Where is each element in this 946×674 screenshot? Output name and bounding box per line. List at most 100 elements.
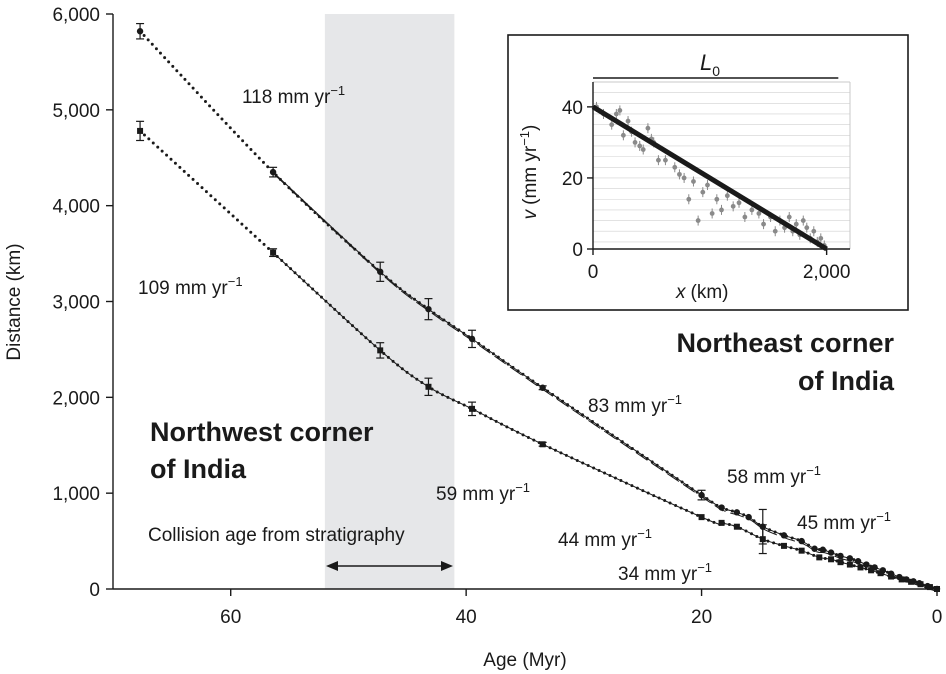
northeast-label-line1: Northeast corner [676,328,894,358]
inset-data-point [742,214,748,220]
data-point-circle [819,546,827,553]
data-point-circle [863,561,870,568]
x-tick-label: 20 [691,607,712,628]
inset-data-point [656,157,661,163]
rate-label: 34 mm yr−1 [618,560,712,585]
rate-label: 44 mm yr−1 [558,526,652,551]
y-tick-label: 6,000 [52,5,100,26]
x-tick-label: 0 [932,607,943,628]
data-point-circle [827,549,835,556]
inset-data-point [709,211,715,216]
data-point-square [837,559,844,566]
inset-data-point [736,200,742,206]
data-point-circle [425,305,432,313]
y-tick-label: 4,000 [52,197,100,218]
data-point-square [877,570,884,577]
data-point-square [846,561,853,568]
data-point-circle [837,552,844,560]
northeast-label-line2: of India [798,366,895,396]
data-point-square [816,554,823,561]
data-point-square [733,523,740,530]
inset-x-tick-label: 0 [588,262,599,283]
data-point-square [137,127,144,134]
data-point-circle [780,532,788,539]
data-point-square [759,536,766,543]
inset-x-axis-title: x (km) [675,282,728,303]
inset-data-point [640,147,646,152]
data-point-square [888,573,895,580]
inset-data-point [761,221,766,227]
inset-data-point [672,164,678,170]
inset-data-point [617,108,623,113]
rate-label: 58 mm yr−1 [727,463,821,488]
inset-data-point [695,218,701,223]
data-point-square [917,581,924,588]
x-tick-label: 60 [220,607,241,628]
data-points [136,22,941,593]
data-point-circle [903,576,910,583]
y-axis-title: Distance (km) [4,243,25,360]
data-point-circle [468,335,476,343]
inset-data-point [756,211,762,216]
inset-frame [507,34,909,311]
inset-data-point [800,218,806,223]
inset-data-point [645,125,651,131]
data-point-circle [269,168,277,176]
rate-label: 59 mm yr−1 [436,480,530,505]
inset-data-point [772,228,778,234]
inset-data-point [714,196,720,202]
x-tick-label: 40 [456,607,477,628]
collision-age-label: Collision age from stratigraphy [148,525,405,546]
inset-data-point [677,171,682,177]
data-point-square [377,347,384,354]
data-point-square [780,542,787,549]
x-axis-title: Age (Myr) [483,650,566,671]
data-point-circle [745,513,752,521]
data-point-square [270,249,277,256]
data-point-circle [539,384,546,391]
inset-data-point [663,157,668,163]
inset-data-point [620,132,626,138]
inset-data-point [625,118,631,124]
data-point-circle [136,28,144,35]
double-headed-arrow-icon [326,561,453,571]
inset-x-tick-label: 2,000 [803,262,851,283]
data-point-square [469,405,476,412]
inset-fit-line [591,104,828,252]
y-tick-label: 3,000 [52,293,100,314]
data-point-square [425,383,432,390]
axis-ticks: 0 1,000 2,000 3,000 4,000 5,000 6,000 60 40 20 0 [52,5,942,628]
rate-label: 118 mm yr−1 [242,83,345,108]
data-point-square [828,556,835,563]
inset-data-point [609,122,615,128]
inset-data-point [749,207,755,213]
inset-y-tick-label: 20 [562,169,583,190]
data-point-square [868,567,875,574]
y-tick-label: 2,000 [52,388,100,409]
inset-data-point [613,111,619,117]
inset-data-point [681,175,687,181]
rate-label: 109 mm yr−1 [138,274,243,299]
y-tick-label: 1,000 [52,484,100,505]
inset-velocity-plot: 0 20 40 0 2,000 L0 x (km) v(mm yr−1) [507,34,909,311]
northwest-label-line1: Northwest corner [150,417,374,447]
inset-y-tick-label: 40 [562,98,583,119]
data-point-square [857,564,864,571]
inset-data-point [730,203,736,209]
data-point-circle [718,504,725,511]
data-point-square [539,441,546,448]
inset-data-point [811,228,817,234]
inset-data-point [686,196,692,202]
data-point-square [698,514,705,521]
data-point-circle [698,491,705,499]
data-point-circle [377,268,384,275]
rate-label: 83 mm yr−1 [588,392,682,417]
l0-label: L0 [700,50,720,79]
inset-data-point [719,207,724,213]
inset-axis-ticks: 0 20 40 0 2,000 [562,98,851,283]
data-point-circle [811,545,818,552]
inset-data-point [818,235,824,241]
dashed-fit-curve [274,174,940,593]
rate-label: 45 mm yr−1 [797,509,891,534]
